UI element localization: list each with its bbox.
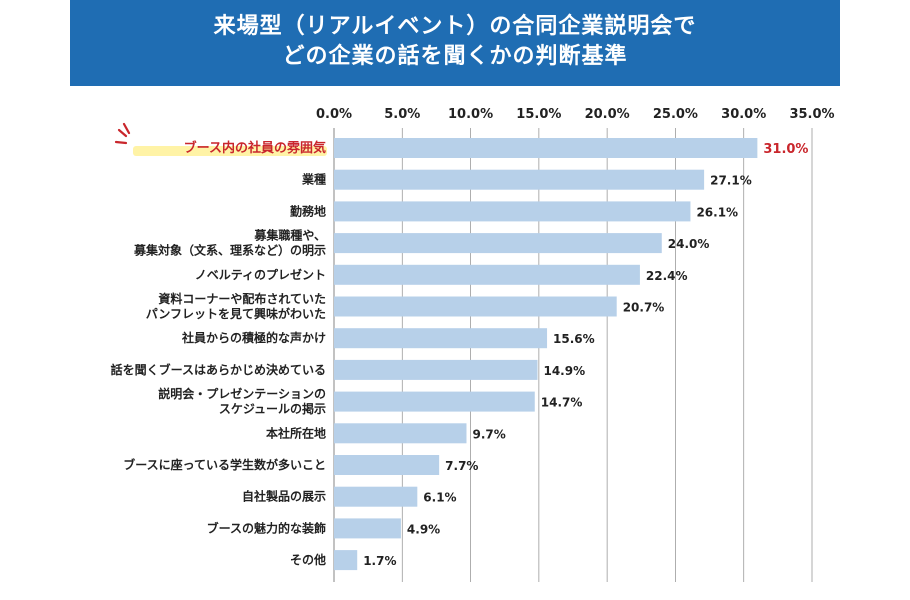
x-tick-label: 35.0% [789, 107, 834, 122]
x-tick-label: 10.0% [448, 107, 493, 122]
bar [334, 359, 538, 380]
x-tick-label: 30.0% [721, 107, 766, 122]
bar [334, 486, 418, 507]
bar [334, 201, 691, 222]
category-label: 業種 [301, 172, 326, 187]
value-label: 20.7% [623, 301, 665, 315]
bar [334, 233, 662, 254]
value-labels: 31.0% 27.1% 26.1% 24.0% 22.4% 20.7% 15.6% 14.9%… [363, 142, 808, 568]
category-label: 募集職種や、 [253, 228, 326, 243]
bar [334, 550, 358, 571]
value-label: 9.7% [472, 427, 505, 441]
value-label: 15.6% [553, 332, 595, 346]
x-axis-ticks: 0.0% 5.0% 10.0% 15.0% 20.0% 25.0% 30.0% 35.0% [316, 107, 835, 122]
category-label: 勤務地 [290, 203, 326, 218]
bar [334, 518, 401, 539]
category-label: 募集対象（文系、理系など）の明示 [133, 243, 326, 258]
category-label: 資料コーナーや配布されていた [158, 291, 326, 306]
bar [334, 423, 467, 444]
emphasis-mark [114, 140, 128, 145]
category-label: ノベルティのプレゼント [195, 267, 326, 282]
value-label: 22.4% [646, 269, 688, 283]
x-tick-label: 5.0% [384, 107, 420, 122]
grid-lines [333, 128, 813, 582]
emphasis-mark [122, 122, 131, 135]
category-label: ブースの魅力的な装飾 [207, 520, 326, 535]
category-label: パンフレットを見て興味がわいた [146, 306, 326, 321]
x-tick-label: 0.0% [316, 107, 352, 122]
value-label: 1.7% [363, 554, 396, 568]
bar [334, 455, 440, 475]
chart-title-line-2: どの企業の話を聞くかの判断基準 [282, 44, 628, 69]
x-tick-label: 15.0% [516, 107, 561, 122]
category-label: 話を聞くブースはあらかじめ決めている [111, 362, 326, 377]
value-label: 27.1% [710, 174, 752, 188]
value-label: 4.9% [407, 522, 440, 536]
value-label: 14.9% [543, 364, 585, 378]
value-label: 26.1% [696, 205, 738, 219]
category-labels: ブース内の社員の雰囲気業種勤務地募集職種や、募集対象（文系、理系など）の明示ノベ… [111, 122, 327, 567]
category-label: 説明会・プレゼンテーションの [158, 386, 326, 401]
value-label: 31.0% [763, 142, 808, 157]
category-label: ブース内の社員の雰囲気 [184, 140, 326, 156]
bar [334, 391, 535, 412]
category-label: 自社製品の展示 [242, 489, 326, 504]
value-label: 7.7% [445, 459, 478, 473]
category-label: その他 [290, 552, 326, 567]
category-label: スケジュールの掲示 [219, 401, 326, 416]
chart-title-line-1: 来場型（リアルイベント）の合同企業説明会で [213, 14, 697, 39]
bar [334, 138, 758, 158]
bar [334, 296, 617, 317]
value-label: 24.0% [668, 237, 710, 251]
category-label: ブースに座っている学生数が多いこと [123, 457, 326, 472]
value-label: 6.1% [423, 491, 456, 505]
bar [334, 328, 548, 349]
bar [334, 264, 640, 285]
title-banner: 来場型（リアルイベント）の合同企業説明会で どの企業の話を聞くかの判断基準 [70, 0, 840, 86]
bars [334, 138, 758, 571]
value-label: 14.7% [541, 396, 583, 410]
category-label: 社員からの積極的な声かけ [181, 330, 326, 345]
x-tick-label: 20.0% [585, 107, 630, 122]
x-tick-label: 25.0% [653, 107, 698, 122]
highlight-marker [133, 146, 327, 156]
bar [334, 169, 705, 190]
emphasis-mark [117, 128, 128, 138]
category-label: 本社所在地 [266, 425, 326, 440]
